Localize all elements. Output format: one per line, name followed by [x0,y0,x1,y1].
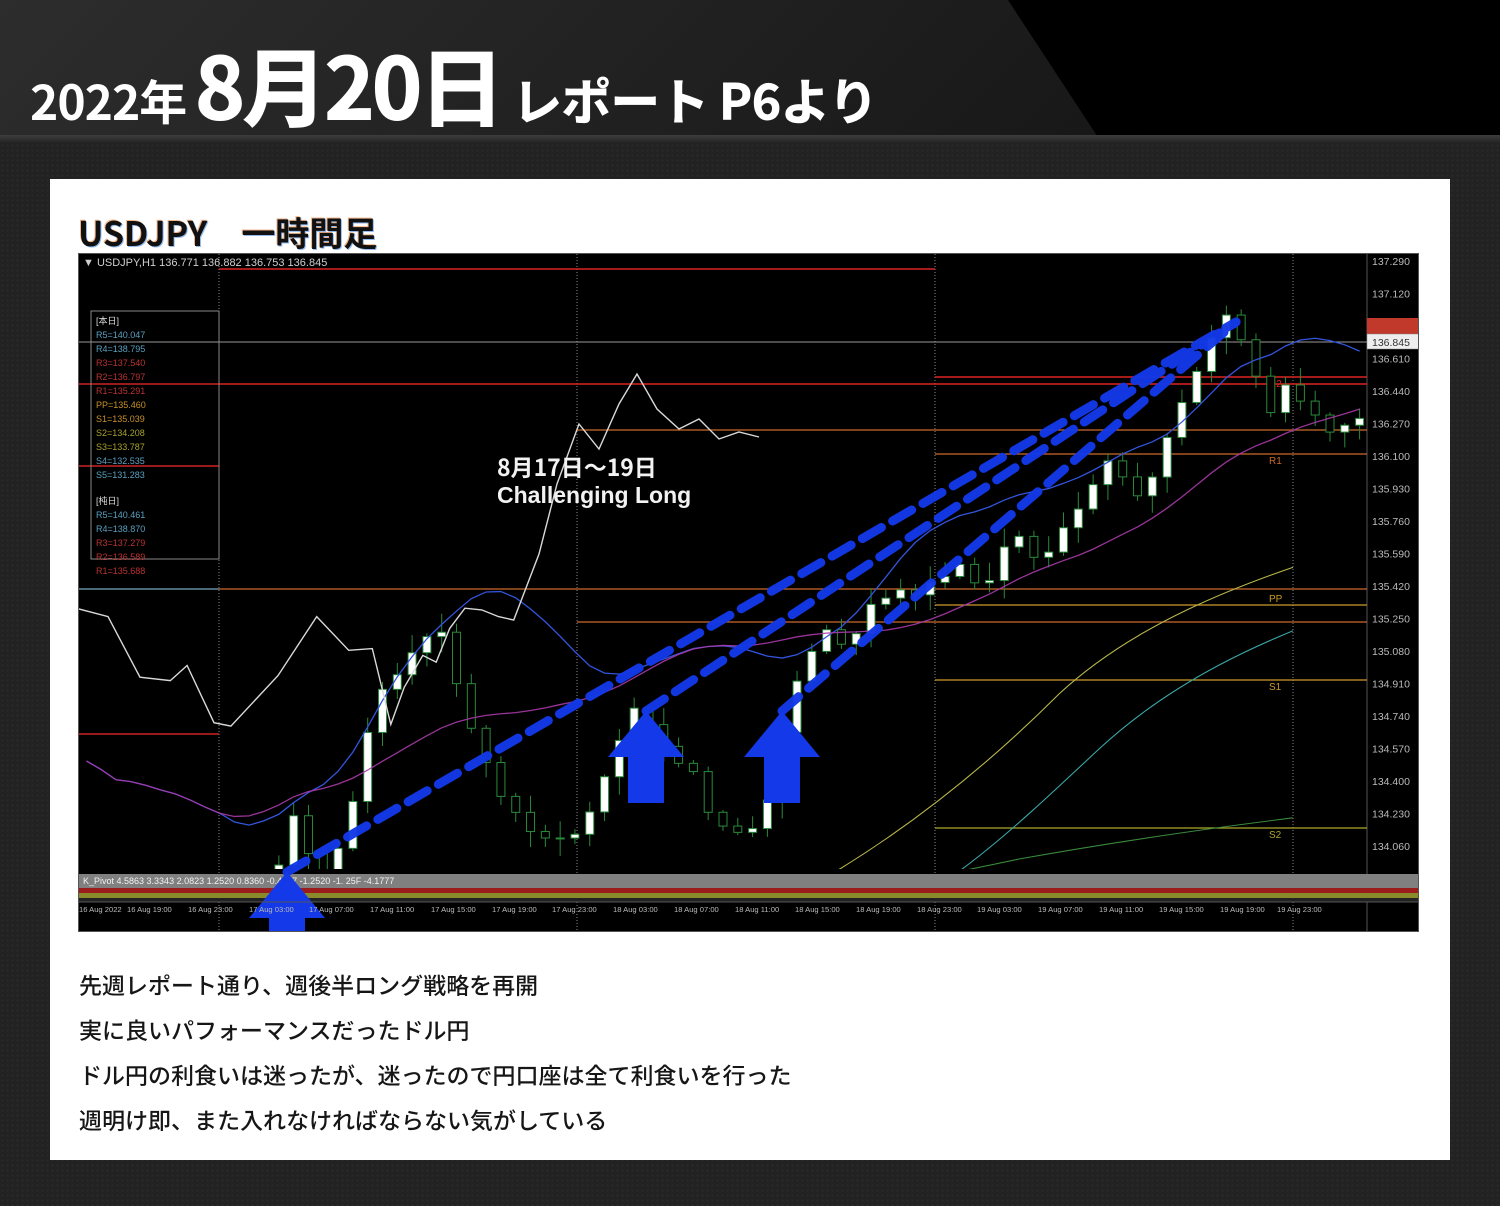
svg-text:Challenging Long: Challenging Long [497,482,691,508]
svg-text:S2: S2 [1269,830,1282,841]
svg-text:▼ USDJPY,H1 136.771 136.882 1: ▼ USDJPY,H1 136.771 136.882 136.753 136.… [83,257,327,269]
svg-text:135.250: 135.250 [1372,614,1410,626]
svg-text:137.290: 137.290 [1372,256,1410,268]
svg-text:19 Aug 03:00: 19 Aug 03:00 [977,905,1022,914]
svg-text:134.740: 134.740 [1372,711,1410,723]
svg-text:S1: S1 [1269,682,1282,693]
svg-text:135.420: 135.420 [1372,581,1410,593]
svg-text:8月17日〜19日: 8月17日〜19日 [497,449,657,483]
svg-text:K_Pivot 4.5863 3.3343 2.0823 1: K_Pivot 4.5863 3.3343 2.0823 1.2520 0.83… [83,876,394,886]
svg-text:19 Aug 07:00: 19 Aug 07:00 [1038,905,1083,914]
svg-text:136.610: 136.610 [1372,354,1410,366]
svg-text:18 Aug 19:00: 18 Aug 19:00 [856,905,901,914]
svg-text:136.100: 136.100 [1372,451,1410,463]
svg-text:S2=134.208: S2=134.208 [96,428,145,438]
svg-text:19 Aug 23:00: 19 Aug 23:00 [1277,905,1322,914]
svg-text:S5=131.283: S5=131.283 [96,470,145,480]
svg-text:134.570: 134.570 [1372,744,1410,756]
svg-text:S4=132.535: S4=132.535 [96,456,145,466]
svg-text:17 Aug 07:00: 17 Aug 07:00 [309,905,354,914]
svg-text:136.270: 136.270 [1372,419,1410,431]
svg-text:19 Aug 11:00: 19 Aug 11:00 [1099,905,1143,914]
svg-text:16 Aug 2022: 16 Aug 2022 [79,905,122,914]
svg-text:R3=137.279: R3=137.279 [96,538,145,548]
svg-text:R2=136.589: R2=136.589 [96,552,145,562]
svg-text:18 Aug 23:00: 18 Aug 23:00 [917,905,962,914]
svg-text:17 Aug 03:00: 17 Aug 03:00 [249,905,294,914]
svg-text:S3=133.787: S3=133.787 [96,442,145,452]
svg-text:PP=135.460: PP=135.460 [96,400,146,410]
svg-text:R2=136.797: R2=136.797 [96,372,145,382]
svg-text:18 Aug 11:00: 18 Aug 11:00 [735,905,779,914]
svg-text:R5=140.047: R5=140.047 [96,330,145,340]
svg-text:18 Aug 07:00: 18 Aug 07:00 [674,905,719,914]
svg-text:R5=140.461: R5=140.461 [96,510,145,520]
svg-text:18 Aug 15:00: 18 Aug 15:00 [795,905,840,914]
svg-text:R4=138.870: R4=138.870 [96,524,145,534]
svg-text:R1: R1 [1269,456,1282,467]
svg-text:135.760: 135.760 [1372,516,1410,528]
svg-text:19 Aug 19:00: 19 Aug 19:00 [1220,905,1265,914]
svg-text:135.590: 135.590 [1372,549,1410,561]
svg-text:17 Aug 15:00: 17 Aug 15:00 [431,905,476,914]
svg-text:135.930: 135.930 [1372,484,1410,496]
svg-text:18 Aug 03:00: 18 Aug 03:00 [613,905,658,914]
svg-text:137.120: 137.120 [1372,289,1410,301]
svg-text:134.230: 134.230 [1372,809,1410,821]
svg-text:135.080: 135.080 [1372,646,1410,658]
svg-text:134.400: 134.400 [1372,776,1410,788]
svg-text:17 Aug 23:00: 17 Aug 23:00 [552,905,597,914]
svg-text:19 Aug 15:00: 19 Aug 15:00 [1159,905,1204,914]
svg-text:[本日]: [本日] [96,315,119,326]
svg-text:[杶日]: [杶日] [96,495,119,506]
svg-text:136.440: 136.440 [1372,386,1410,398]
svg-text:134.060: 134.060 [1372,841,1410,853]
svg-text:17 Aug 19:00: 17 Aug 19:00 [492,905,537,914]
svg-text:17 Aug 11:00: 17 Aug 11:00 [370,905,414,914]
svg-text:R1=135.688: R1=135.688 [96,566,145,576]
svg-text:S1=135.039: S1=135.039 [96,414,145,424]
svg-text:136.845: 136.845 [1372,337,1410,349]
svg-text:R1=135.291: R1=135.291 [96,386,145,396]
svg-text:16 Aug 19:00: 16 Aug 19:00 [127,905,172,914]
svg-text:134.910: 134.910 [1372,679,1410,691]
svg-text:R4=138.795: R4=138.795 [96,344,145,354]
svg-text:16 Aug 23:00: 16 Aug 23:00 [188,905,233,914]
svg-text:PP: PP [1269,594,1283,605]
svg-text:R3=137.540: R3=137.540 [96,358,145,368]
